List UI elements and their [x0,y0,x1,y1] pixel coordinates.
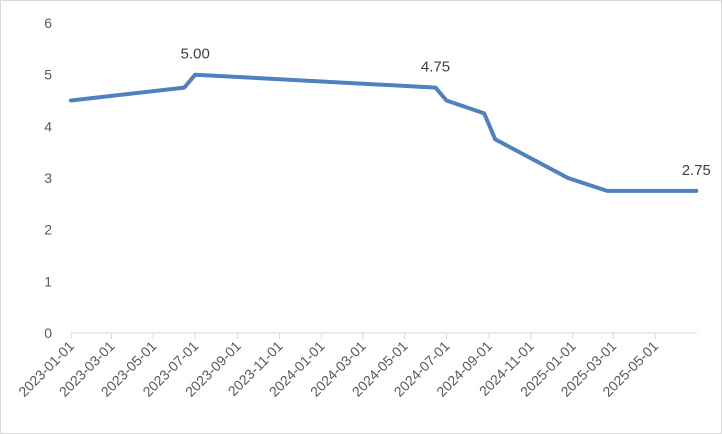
y-tick-label: 0 [44,325,52,341]
data-label: 5.00 [181,46,210,63]
y-tick-label: 3 [44,170,52,186]
y-axis-ticks: 0 1 2 3 4 5 6 [44,15,52,341]
series-line [69,72,699,193]
y-tick-label: 6 [44,15,52,31]
data-labels: 5.00 4.75 2.75 [181,46,711,179]
data-label: 4.75 [421,59,450,76]
y-tick-label: 1 [44,273,52,289]
y-tick-label: 2 [44,222,52,238]
x-axis: 2023-01-012023-03-012023-05-012023-07-01… [15,332,697,400]
y-tick-label: 4 [44,118,52,134]
series-layer [69,72,699,193]
data-label: 2.75 [682,162,711,179]
y-tick-label: 5 [44,67,52,83]
